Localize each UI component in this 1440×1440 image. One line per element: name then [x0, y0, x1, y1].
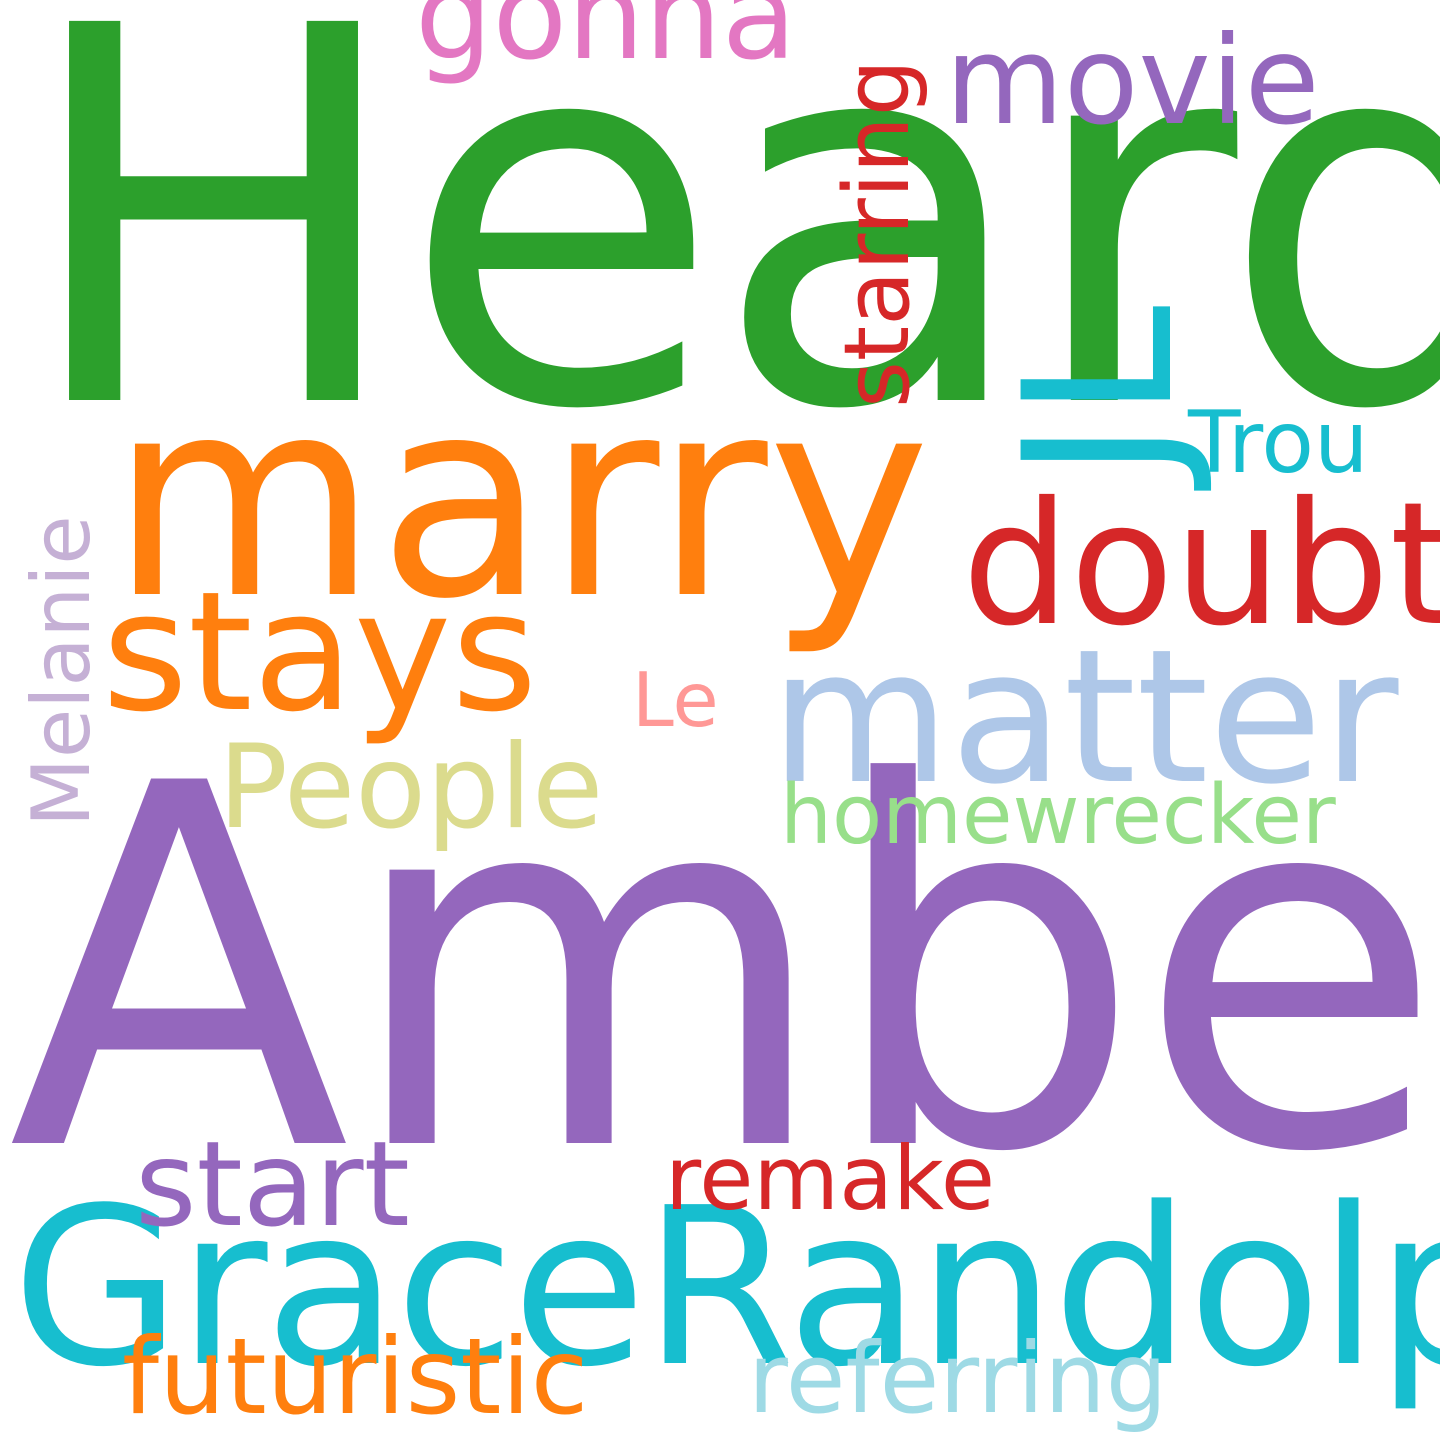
word-remake: remake	[665, 1127, 995, 1230]
word-le: Le	[632, 656, 719, 744]
word-stays: stays	[102, 556, 538, 748]
word-start: start	[135, 1115, 410, 1253]
word-starring: starring	[825, 59, 930, 408]
word-amber: Amber	[8, 679, 1440, 1261]
word-movie: movie	[945, 10, 1320, 152]
word-homewrecker: homewrecker	[780, 768, 1336, 863]
word-matter: matter	[770, 609, 1399, 825]
word-jl: JL	[981, 305, 1219, 480]
word-heard: Heard	[18, 0, 1440, 523]
word-doubt: doubt	[962, 466, 1440, 664]
word-people: People	[218, 720, 604, 855]
word-gonna: gonna	[415, 0, 797, 87]
word-melanie: Melanie	[15, 515, 108, 827]
word-referring: referring	[748, 1322, 1168, 1435]
word-marry: marry	[110, 339, 931, 659]
word-trou: Trou	[1188, 393, 1369, 493]
word-futuristic: futuristic	[122, 1316, 589, 1438]
word-gracerandolph: GraceRandolph	[12, 1162, 1440, 1415]
